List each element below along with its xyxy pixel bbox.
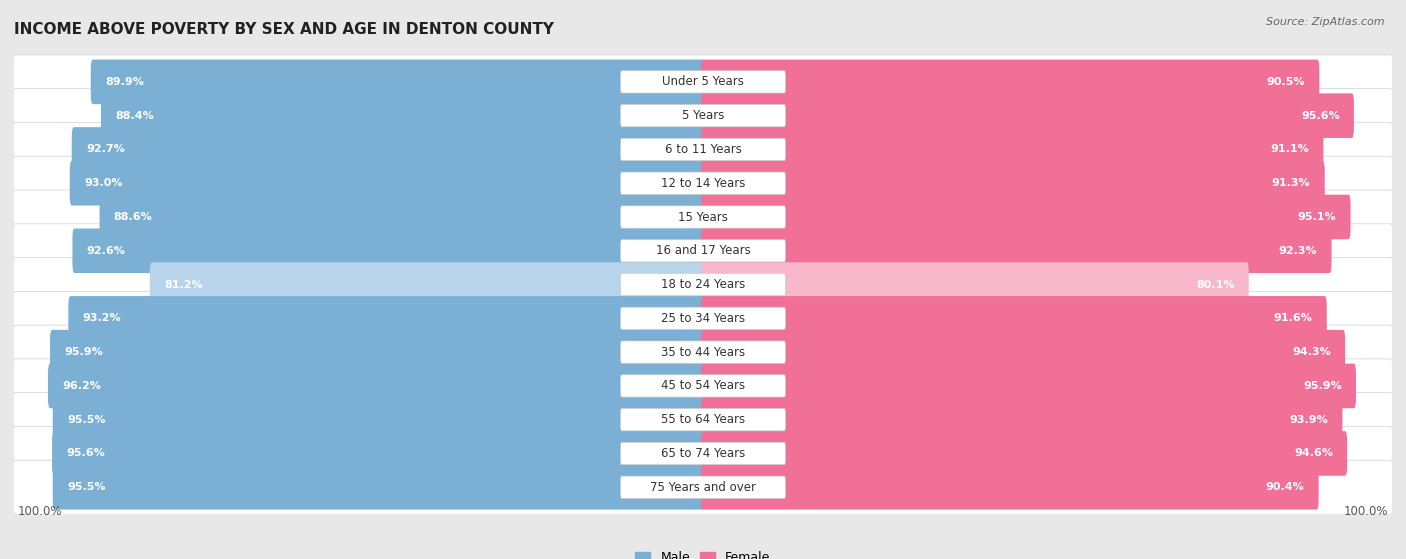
- FancyBboxPatch shape: [620, 307, 786, 329]
- FancyBboxPatch shape: [702, 229, 1331, 273]
- FancyBboxPatch shape: [13, 55, 1393, 109]
- Text: 81.2%: 81.2%: [165, 280, 202, 290]
- Text: 92.3%: 92.3%: [1278, 246, 1317, 256]
- Text: 93.0%: 93.0%: [84, 178, 122, 188]
- FancyBboxPatch shape: [620, 71, 786, 93]
- FancyBboxPatch shape: [48, 363, 704, 408]
- FancyBboxPatch shape: [13, 122, 1393, 177]
- FancyBboxPatch shape: [702, 465, 1319, 510]
- Text: 12 to 14 Years: 12 to 14 Years: [661, 177, 745, 190]
- FancyBboxPatch shape: [702, 262, 1249, 307]
- Text: 95.1%: 95.1%: [1298, 212, 1336, 222]
- FancyBboxPatch shape: [620, 476, 786, 499]
- FancyBboxPatch shape: [702, 195, 1351, 239]
- Text: 89.9%: 89.9%: [105, 77, 143, 87]
- Text: 16 and 17 Years: 16 and 17 Years: [655, 244, 751, 257]
- Text: 90.5%: 90.5%: [1267, 77, 1305, 87]
- FancyBboxPatch shape: [620, 442, 786, 465]
- FancyBboxPatch shape: [702, 296, 1327, 340]
- Text: 35 to 44 Years: 35 to 44 Years: [661, 345, 745, 359]
- FancyBboxPatch shape: [620, 138, 786, 160]
- Text: 94.3%: 94.3%: [1292, 347, 1331, 357]
- FancyBboxPatch shape: [13, 258, 1393, 311]
- Text: 5 Years: 5 Years: [682, 109, 724, 122]
- Text: 91.3%: 91.3%: [1272, 178, 1310, 188]
- FancyBboxPatch shape: [13, 224, 1393, 278]
- FancyBboxPatch shape: [73, 229, 704, 273]
- FancyBboxPatch shape: [13, 392, 1393, 447]
- FancyBboxPatch shape: [620, 240, 786, 262]
- Text: 91.1%: 91.1%: [1271, 144, 1309, 154]
- Text: 90.4%: 90.4%: [1265, 482, 1305, 492]
- FancyBboxPatch shape: [72, 127, 704, 172]
- FancyBboxPatch shape: [702, 161, 1324, 206]
- Text: 75 Years and over: 75 Years and over: [650, 481, 756, 494]
- FancyBboxPatch shape: [13, 89, 1393, 143]
- FancyBboxPatch shape: [150, 262, 704, 307]
- FancyBboxPatch shape: [53, 465, 704, 510]
- Text: 25 to 34 Years: 25 to 34 Years: [661, 312, 745, 325]
- Text: Source: ZipAtlas.com: Source: ZipAtlas.com: [1267, 17, 1385, 27]
- Text: 93.2%: 93.2%: [83, 314, 121, 323]
- Text: INCOME ABOVE POVERTY BY SEX AND AGE IN DENTON COUNTY: INCOME ABOVE POVERTY BY SEX AND AGE IN D…: [14, 22, 554, 36]
- FancyBboxPatch shape: [702, 330, 1346, 375]
- FancyBboxPatch shape: [702, 363, 1355, 408]
- FancyBboxPatch shape: [13, 460, 1393, 514]
- Text: 93.9%: 93.9%: [1289, 415, 1329, 425]
- Text: 92.6%: 92.6%: [87, 246, 125, 256]
- Text: 100.0%: 100.0%: [17, 505, 62, 518]
- Text: 95.9%: 95.9%: [65, 347, 103, 357]
- FancyBboxPatch shape: [53, 397, 704, 442]
- FancyBboxPatch shape: [13, 427, 1393, 481]
- Text: 95.6%: 95.6%: [66, 448, 105, 458]
- Text: 95.6%: 95.6%: [1301, 111, 1340, 121]
- Text: 88.6%: 88.6%: [114, 212, 153, 222]
- FancyBboxPatch shape: [702, 127, 1323, 172]
- Text: 96.2%: 96.2%: [62, 381, 101, 391]
- FancyBboxPatch shape: [620, 409, 786, 431]
- FancyBboxPatch shape: [13, 190, 1393, 244]
- FancyBboxPatch shape: [620, 375, 786, 397]
- FancyBboxPatch shape: [51, 330, 704, 375]
- FancyBboxPatch shape: [620, 341, 786, 363]
- Text: 55 to 64 Years: 55 to 64 Years: [661, 413, 745, 426]
- FancyBboxPatch shape: [702, 93, 1354, 138]
- Text: 65 to 74 Years: 65 to 74 Years: [661, 447, 745, 460]
- FancyBboxPatch shape: [13, 359, 1393, 413]
- Text: 15 Years: 15 Years: [678, 211, 728, 224]
- Text: 88.4%: 88.4%: [115, 111, 153, 121]
- FancyBboxPatch shape: [620, 273, 786, 296]
- FancyBboxPatch shape: [702, 431, 1347, 476]
- FancyBboxPatch shape: [13, 156, 1393, 210]
- FancyBboxPatch shape: [620, 206, 786, 228]
- FancyBboxPatch shape: [101, 93, 704, 138]
- FancyBboxPatch shape: [70, 161, 704, 206]
- FancyBboxPatch shape: [13, 325, 1393, 379]
- Text: Under 5 Years: Under 5 Years: [662, 75, 744, 88]
- Text: 6 to 11 Years: 6 to 11 Years: [665, 143, 741, 156]
- FancyBboxPatch shape: [702, 397, 1343, 442]
- Text: 91.6%: 91.6%: [1274, 314, 1313, 323]
- Text: 18 to 24 Years: 18 to 24 Years: [661, 278, 745, 291]
- FancyBboxPatch shape: [702, 60, 1319, 104]
- Text: 100.0%: 100.0%: [1344, 505, 1389, 518]
- FancyBboxPatch shape: [13, 291, 1393, 345]
- Text: 80.1%: 80.1%: [1197, 280, 1234, 290]
- FancyBboxPatch shape: [91, 60, 704, 104]
- FancyBboxPatch shape: [620, 105, 786, 127]
- Text: 95.9%: 95.9%: [1303, 381, 1341, 391]
- FancyBboxPatch shape: [52, 431, 704, 476]
- Text: 95.5%: 95.5%: [67, 482, 105, 492]
- Legend: Male, Female: Male, Female: [630, 546, 776, 559]
- FancyBboxPatch shape: [100, 195, 704, 239]
- Text: 95.5%: 95.5%: [67, 415, 105, 425]
- Text: 94.6%: 94.6%: [1294, 448, 1333, 458]
- Text: 45 to 54 Years: 45 to 54 Years: [661, 380, 745, 392]
- FancyBboxPatch shape: [620, 172, 786, 195]
- Text: 92.7%: 92.7%: [86, 144, 125, 154]
- FancyBboxPatch shape: [69, 296, 704, 340]
